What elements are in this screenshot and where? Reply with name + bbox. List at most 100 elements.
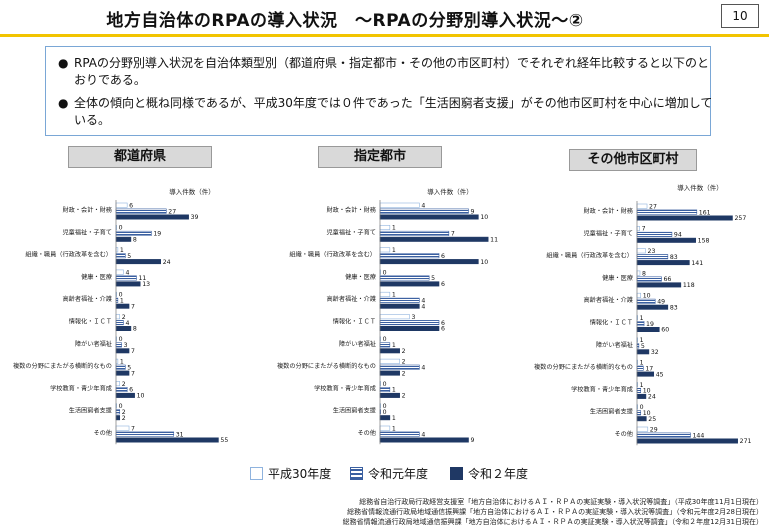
data-label: 1 [392, 292, 396, 299]
data-label: 29 [650, 426, 658, 433]
data-label: 4 [421, 431, 425, 438]
bar [379, 303, 420, 309]
data-label: 0 [119, 403, 123, 410]
bar [115, 415, 121, 421]
data-label: 11 [138, 275, 146, 282]
category-label: 生活困窮者支援 [333, 407, 376, 415]
category-label: 組織・職員（行政改革を含む） [25, 251, 112, 259]
data-label: 11 [490, 237, 498, 244]
data-label: 0 [383, 336, 387, 343]
data-label: 2 [402, 359, 406, 366]
panel-title-other-municipalities: その他市区町村 [569, 149, 697, 171]
data-label: 2 [122, 409, 126, 416]
data-label: 3 [124, 342, 128, 349]
data-label: 83 [670, 304, 678, 311]
category-label: 生活困窮者支援 [69, 407, 112, 415]
bar [636, 349, 650, 355]
data-label: 1 [392, 387, 396, 394]
bar [636, 231, 673, 237]
source-line: 総務省自治行政局行政経営支援室「地方自治体におけるＡＩ・ＲＰＡの実証実験・導入状… [359, 498, 763, 506]
bar [115, 431, 175, 437]
bar [636, 276, 662, 282]
data-label: 144 [692, 432, 704, 439]
data-label: 8 [642, 270, 646, 277]
bar [379, 281, 440, 287]
bar [379, 370, 400, 376]
bar [115, 409, 121, 415]
data-label: 66 [664, 276, 672, 283]
data-label: 10 [643, 293, 651, 300]
bar [379, 348, 400, 354]
bar [115, 370, 130, 376]
bar [636, 410, 642, 416]
category-label: 学校教育・青少年育成 [571, 385, 633, 393]
unit-label: 導入件数（件） [677, 183, 723, 192]
category-label: 学校教育・青少年育成 [314, 384, 376, 392]
category-label: 複数の分野にまたがる横断的なもの [13, 362, 112, 370]
data-label: 0 [640, 404, 644, 411]
bar [379, 259, 479, 265]
data-label: 8 [133, 237, 137, 244]
category-label: 高齢者福祉・介護 [63, 295, 113, 303]
bar [636, 326, 660, 332]
bar [379, 208, 469, 214]
category-label: その他 [614, 430, 633, 438]
data-label: 6 [441, 281, 445, 288]
bar [115, 269, 124, 275]
data-label: 7 [131, 370, 135, 377]
data-label: 1 [392, 225, 396, 232]
data-label: 1 [392, 415, 396, 422]
data-label: 1 [120, 298, 124, 305]
panel-title-designated-cities: 指定都市 [318, 146, 442, 168]
bar [115, 325, 132, 331]
category-label: 情報化・ＩＣＴ [333, 318, 376, 326]
data-label: 4 [125, 320, 129, 327]
data-label: 5 [127, 364, 131, 371]
data-label: 2 [402, 348, 406, 355]
bar [636, 426, 649, 432]
data-label: 1 [392, 425, 396, 432]
category-label: 児童福祉・子育て [584, 229, 634, 237]
category-label: 財政・会計・財務 [584, 207, 634, 215]
data-label: 7 [131, 425, 135, 432]
bar [379, 358, 400, 364]
bar [379, 342, 391, 348]
data-label: 0 [119, 225, 123, 232]
bar [115, 214, 189, 220]
category-label: 健康・医療 [602, 274, 633, 282]
bar [636, 371, 655, 377]
bar [115, 253, 126, 259]
bar [379, 291, 391, 297]
bar [379, 431, 420, 437]
bar [115, 364, 126, 370]
bar [636, 209, 698, 215]
page-title: 地方自治体のRPAの導入状況 ～RPAの分野別導入状況～② [106, 11, 584, 31]
bar [379, 297, 420, 303]
summary-box: ● RPAの分野別導入状況を自治体類型別（都道府県・指定都市・その他の市区町村）… [45, 46, 712, 136]
bar [636, 393, 647, 399]
data-label: 94 [674, 232, 682, 239]
category-label: 児童福祉・子育て [327, 228, 377, 236]
bar [636, 203, 648, 209]
data-label: 0 [119, 292, 123, 299]
data-label: 2 [122, 381, 126, 388]
bar [636, 270, 641, 276]
data-label: 141 [691, 260, 703, 267]
bullet-icon: ● [58, 56, 69, 70]
category-label: 情報化・ＩＣＴ [590, 319, 633, 327]
bar [636, 282, 682, 288]
panel-title-prefectures: 都道府県 [68, 146, 212, 168]
bar [379, 415, 391, 421]
bar [636, 321, 645, 327]
bar [115, 314, 121, 320]
data-label: 1 [640, 382, 644, 389]
data-label: 2 [122, 314, 126, 321]
bar [379, 425, 391, 431]
data-label: 1 [120, 359, 124, 366]
data-label: 10 [643, 410, 651, 417]
data-label: 3 [412, 314, 416, 321]
data-label: 118 [683, 282, 695, 289]
legend-label: 令和２年度 [468, 467, 529, 481]
bar [379, 253, 440, 259]
title-underline [0, 34, 769, 37]
